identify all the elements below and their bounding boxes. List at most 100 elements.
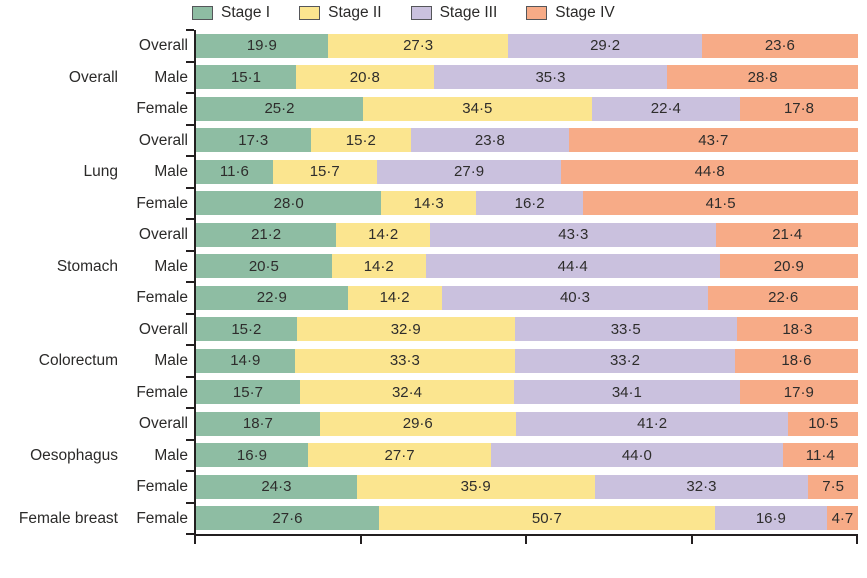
bar-segment: 40·3 (441, 285, 709, 310)
bar-segment: 16·2 (476, 191, 584, 216)
bar-segment: 29·6 (319, 411, 516, 436)
bar-row: 21·2 14·2 43·3 21·4 (196, 222, 858, 247)
y-axis-tick (186, 533, 194, 535)
bar-row: 25·2 34·5 22·4 17·8 (196, 96, 858, 121)
group-label: Overall (68, 68, 118, 86)
bar-segment: 41·5 (583, 191, 858, 216)
row-label: Overall (138, 131, 188, 149)
bar-row: 20·5 14·2 44·4 20·9 (196, 254, 858, 279)
bar-row: 11·6 15·7 27·9 44·8 (196, 159, 858, 184)
legend-item-stage2: Stage II (299, 4, 382, 22)
row-label: Male (154, 163, 188, 180)
y-axis-tick (186, 218, 194, 220)
bar-segment: 10·5 (788, 411, 858, 436)
y-axis-tick (186, 375, 194, 378)
y-axis-tick (186, 312, 194, 315)
row-label: Male (154, 257, 188, 275)
bar-segment: 34·5 (362, 96, 592, 121)
bar-segment: 27·6 (196, 506, 379, 531)
bar-segment: 17·8 (740, 96, 858, 121)
y-axis-line (194, 30, 196, 536)
y-axis-tick (186, 249, 194, 252)
row-label: Overall (138, 415, 188, 432)
row-label: Female (136, 478, 188, 495)
bar-segment: 35·3 (433, 65, 668, 90)
chart-legend: Stage I Stage II Stage III Stage IV (192, 4, 615, 22)
bar-segment: 15·2 (310, 128, 412, 153)
bar-segment: 33·2 (515, 348, 735, 373)
bar-row: 24·3 35·9 32·3 7·5 (196, 474, 858, 499)
legend-label: Stage I (221, 4, 271, 21)
bar-segment: 14·2 (331, 254, 426, 279)
legend-label: Stage II (328, 4, 382, 21)
bar-segment: 44·8 (561, 159, 858, 184)
bar-segment: 41·2 (515, 411, 789, 436)
bar-row: 15·1 20·8 35·3 28·8 (196, 65, 858, 90)
y-axis-tick (186, 186, 194, 189)
x-axis-tick (525, 536, 527, 544)
bar-segment: 17·3 (196, 128, 311, 153)
bar-segment: 22·9 (196, 285, 348, 310)
bar-segment: 43·3 (430, 222, 717, 247)
group-label: Lung (83, 163, 118, 180)
y-axis-tick (186, 60, 194, 63)
bar-segment: 27·7 (307, 443, 492, 468)
bar-segment: 34·1 (514, 380, 740, 405)
bar-segment: 11·6 (196, 159, 273, 184)
bar-segment: 35·9 (356, 474, 595, 499)
row-label: Overall (138, 320, 188, 338)
x-axis-tick (359, 536, 362, 544)
y-axis-tick (186, 407, 194, 409)
stage1-color-swatch-icon (192, 6, 213, 20)
bar-segment: 27·9 (376, 159, 562, 184)
y-axis-tick (186, 344, 194, 346)
bar-segment: 25·2 (196, 96, 363, 121)
bar-row: 22·9 14·2 40·3 22·6 (196, 285, 858, 310)
bar-segment: 15·7 (196, 380, 300, 405)
row-label: Overall (138, 226, 188, 243)
x-axis-tick (194, 536, 196, 544)
bar-segment: 7·5 (808, 474, 858, 499)
bar-segment: 15·2 (196, 317, 297, 342)
stage4-color-swatch-icon (526, 6, 548, 20)
bar-segment: 16·9 (196, 443, 308, 468)
bar-segment: 22·4 (591, 96, 741, 121)
y-axis-tick (186, 123, 194, 126)
legend-label: Stage III (439, 4, 498, 21)
bar-segment: 50·7 (378, 506, 715, 531)
x-axis-tick (856, 536, 858, 544)
bar-segment: 19·9 (196, 33, 328, 58)
x-axis-tick (690, 536, 693, 544)
y-axis-tick (186, 155, 194, 157)
bar-segment: 24·3 (196, 474, 357, 499)
y-axis-tick (186, 501, 194, 504)
bar-row: 27·6 50·7 16·9 4·7 (196, 506, 858, 531)
bar-segment: 28·8 (667, 65, 858, 90)
row-label: Female (136, 383, 188, 401)
bar-segment: 33·5 (514, 317, 737, 342)
bar-segment: 16·9 (714, 506, 827, 531)
group-label: Oesophagus (30, 446, 118, 464)
bar-segment: 43·7 (568, 128, 858, 153)
bar-segment: 15·1 (196, 65, 296, 90)
y-axis-tick (186, 470, 194, 472)
bar-segment: 18·6 (734, 348, 858, 373)
bar-segment: 23·6 (701, 33, 858, 58)
bar-segment: 20·8 (295, 65, 434, 90)
bar-segment: 4·7 (826, 506, 858, 531)
bar-row: 18·7 29·6 41·2 10·5 (196, 411, 858, 436)
bar-segment: 14·9 (196, 348, 295, 373)
legend-item-stage4: Stage IV (526, 4, 615, 22)
row-label: Male (154, 68, 188, 86)
x-axis-line (194, 534, 858, 536)
bar-segment: 18·7 (196, 411, 320, 436)
y-axis-tick (186, 92, 194, 94)
y-axis-tick (186, 438, 194, 441)
row-label: Overall (138, 37, 188, 54)
legend-label: Stage IV (555, 4, 615, 21)
bar-row: 28·0 14·3 16·2 41·5 (196, 191, 858, 216)
group-label: Female breast (18, 509, 118, 527)
bar-segment: 20·9 (719, 254, 858, 279)
legend-item-stage3: Stage III (410, 4, 498, 22)
bar-segment: 20·5 (196, 254, 332, 279)
